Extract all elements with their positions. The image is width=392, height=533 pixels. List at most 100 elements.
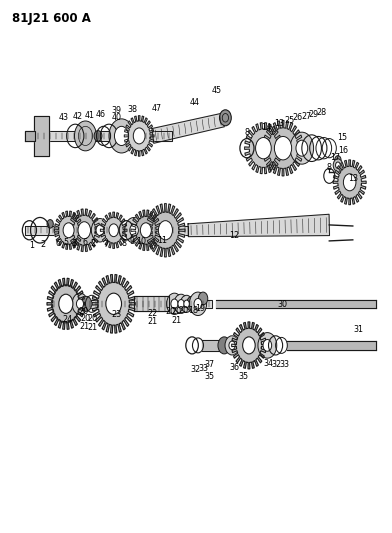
Circle shape [54, 225, 62, 236]
Text: 21: 21 [171, 317, 181, 325]
Polygon shape [245, 123, 282, 174]
Circle shape [47, 220, 53, 228]
Text: 16: 16 [338, 146, 348, 155]
Text: 8: 8 [245, 128, 249, 136]
Polygon shape [25, 226, 188, 235]
Circle shape [256, 138, 271, 159]
Text: 34: 34 [263, 359, 274, 368]
Circle shape [78, 222, 91, 239]
Text: 20: 20 [88, 314, 98, 323]
Circle shape [76, 299, 83, 309]
Text: 30: 30 [277, 301, 287, 309]
Circle shape [296, 140, 308, 156]
Circle shape [198, 292, 208, 305]
Circle shape [184, 300, 189, 308]
Circle shape [274, 136, 292, 160]
Text: 42: 42 [72, 112, 82, 120]
Text: 6: 6 [56, 239, 60, 248]
Text: 47: 47 [152, 104, 162, 112]
Text: 3: 3 [71, 239, 76, 247]
Circle shape [194, 298, 202, 309]
Text: 21: 21 [147, 317, 157, 326]
Text: 32: 32 [190, 366, 200, 374]
Text: 8: 8 [122, 239, 127, 248]
Circle shape [343, 174, 356, 191]
Text: 33: 33 [199, 365, 209, 373]
Text: 36: 36 [229, 364, 239, 372]
Polygon shape [34, 116, 49, 156]
Circle shape [243, 337, 255, 354]
Circle shape [290, 132, 314, 164]
Text: 25: 25 [284, 117, 294, 125]
Circle shape [258, 333, 277, 358]
Polygon shape [134, 296, 169, 311]
Text: 5: 5 [63, 238, 69, 247]
Text: 41: 41 [84, 111, 94, 119]
Text: 2: 2 [40, 240, 46, 249]
Text: 26: 26 [293, 114, 303, 122]
Text: 7: 7 [103, 240, 108, 249]
Text: 1: 1 [30, 241, 34, 249]
Polygon shape [152, 113, 224, 143]
Circle shape [167, 293, 182, 314]
Circle shape [72, 293, 88, 314]
Text: 29: 29 [309, 110, 319, 118]
Text: 13: 13 [274, 119, 284, 128]
Circle shape [220, 110, 231, 126]
Polygon shape [263, 120, 303, 176]
Text: 39: 39 [112, 106, 122, 115]
Circle shape [109, 119, 134, 153]
Circle shape [125, 217, 143, 243]
Text: 19: 19 [195, 304, 205, 313]
Text: 43: 43 [58, 113, 69, 122]
Circle shape [74, 121, 96, 151]
Polygon shape [100, 212, 127, 248]
Text: 35: 35 [204, 372, 214, 381]
Text: 11: 11 [157, 237, 167, 245]
Circle shape [94, 131, 102, 141]
Polygon shape [35, 131, 172, 141]
Text: 31: 31 [354, 325, 364, 334]
Polygon shape [287, 341, 376, 350]
Circle shape [189, 292, 207, 316]
Text: 2: 2 [91, 239, 96, 248]
Text: 45: 45 [212, 86, 222, 95]
Circle shape [109, 224, 118, 237]
Text: 9: 9 [130, 238, 135, 246]
Text: 32: 32 [271, 360, 281, 369]
Circle shape [218, 337, 230, 354]
Polygon shape [124, 116, 154, 156]
Circle shape [96, 225, 104, 236]
Circle shape [171, 299, 178, 309]
Polygon shape [25, 131, 35, 141]
Text: 40: 40 [112, 114, 122, 122]
Polygon shape [202, 340, 219, 351]
Circle shape [174, 294, 188, 313]
Polygon shape [92, 274, 135, 333]
Text: 15: 15 [337, 133, 347, 142]
Text: 33: 33 [279, 360, 290, 369]
Circle shape [263, 340, 272, 351]
Polygon shape [131, 210, 161, 251]
Circle shape [333, 159, 343, 172]
Circle shape [187, 296, 198, 311]
Circle shape [114, 126, 129, 146]
Circle shape [140, 223, 151, 238]
Text: 20: 20 [78, 308, 89, 316]
Circle shape [229, 341, 235, 350]
Text: 28: 28 [316, 109, 327, 117]
Polygon shape [47, 278, 85, 329]
Circle shape [130, 224, 138, 236]
Polygon shape [69, 209, 100, 252]
Text: 14: 14 [261, 124, 272, 132]
Polygon shape [333, 160, 366, 205]
Text: 44: 44 [190, 98, 200, 107]
Circle shape [133, 128, 145, 144]
Text: 20: 20 [80, 314, 90, 323]
Circle shape [158, 221, 172, 240]
Polygon shape [216, 300, 376, 308]
Circle shape [335, 156, 341, 164]
Text: 6: 6 [82, 238, 87, 247]
Text: 17: 17 [330, 154, 340, 162]
Text: 35: 35 [238, 372, 248, 381]
